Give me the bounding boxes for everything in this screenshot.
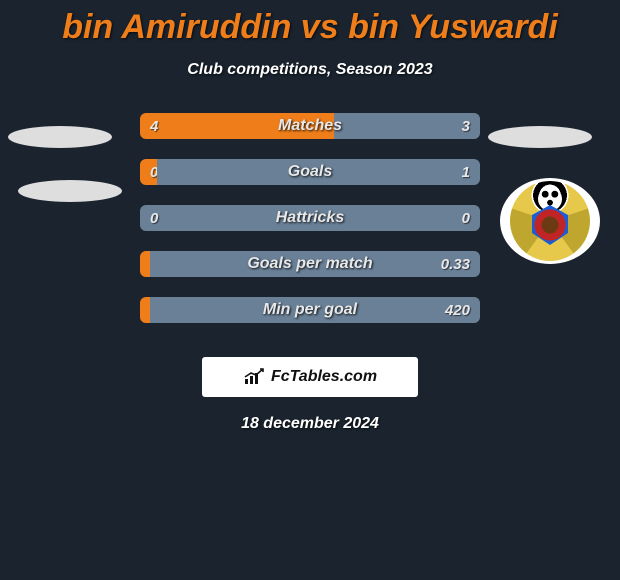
stat-left-value xyxy=(140,297,150,323)
brand-chart-icon xyxy=(243,368,265,386)
player-left-placeholder-1 xyxy=(8,126,112,148)
date-label: 18 december 2024 xyxy=(0,415,620,433)
player-right-placeholder xyxy=(488,126,592,148)
page-title: bin Amiruddin vs bin Yuswardi xyxy=(0,0,620,47)
stat-left-value: 4 xyxy=(140,113,334,139)
stat-left-value: 0 xyxy=(140,159,157,185)
stat-right-value: 1 xyxy=(157,159,480,185)
stat-left-value xyxy=(140,251,150,277)
subtitle: Club competitions, Season 2023 xyxy=(0,61,620,79)
stat-left-value: 0 xyxy=(140,205,310,231)
brand-badge: FcTables.com xyxy=(202,357,418,397)
stat-right-value: 3 xyxy=(334,113,480,139)
stat-bar: 43 xyxy=(140,113,480,139)
brand-text: FcTables.com xyxy=(271,368,377,386)
stat-right-value: 0 xyxy=(310,205,480,231)
stat-right-value: 420 xyxy=(150,297,480,323)
club-crest xyxy=(500,178,600,264)
stat-row: 420Min per goal xyxy=(0,297,620,343)
stat-bar: 01 xyxy=(140,159,480,185)
stat-bar: 00 xyxy=(140,205,480,231)
stat-bar: 420 xyxy=(140,297,480,323)
stat-bar: 0.33 xyxy=(140,251,480,277)
player-left-placeholder-2 xyxy=(18,180,122,202)
club-crest-graphic xyxy=(510,181,590,261)
stat-right-value: 0.33 xyxy=(150,251,480,277)
